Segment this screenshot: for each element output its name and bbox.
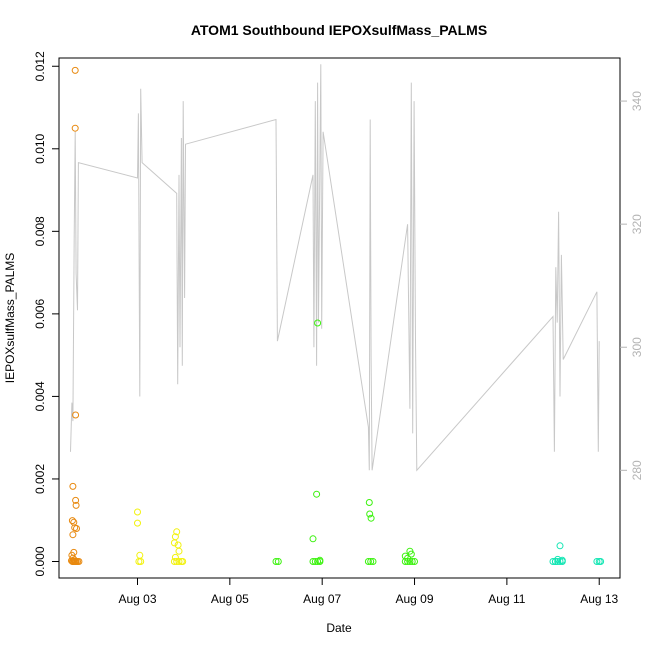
data-point-series-1 (136, 551, 144, 559)
plot-frame (58, 57, 621, 579)
x-tick-label: Aug 05 (211, 592, 249, 606)
data-point-series-0 (72, 496, 80, 504)
y-tick-label: 0.002 (33, 464, 47, 494)
chart-title: ATOM1 Southbound IEPOXsulfMass_PALMS (191, 22, 487, 38)
data-point-series-1 (179, 558, 187, 565)
data-point-series-2 (309, 535, 317, 543)
data-point-series-0 (69, 531, 77, 539)
data-point-series-2 (406, 558, 414, 565)
data-point-series-1 (175, 547, 183, 555)
data-point-series-3 (593, 558, 601, 565)
line-series-layer (70, 64, 600, 472)
data-point-series-1 (134, 519, 141, 527)
data-point-series-0 (68, 517, 76, 525)
y2-tick-label: 340 (630, 91, 644, 111)
data-point-series-1 (173, 528, 181, 536)
data-point-series-2 (365, 499, 373, 506)
x-tick-label: Aug 07 (303, 592, 341, 606)
data-point-series-2 (367, 558, 375, 565)
y2-tick-label: 320 (630, 214, 644, 234)
y-tick-label: 0.010 (33, 133, 47, 163)
data-point-series-1 (171, 553, 179, 561)
x-tick-label: Aug 13 (580, 592, 618, 606)
y-axis-label: IEPOXsulfMass_PALMS (3, 253, 17, 384)
x-tick-label: Aug 11 (488, 592, 525, 606)
data-point-series-1 (137, 558, 145, 565)
data-point-series-0 (75, 558, 83, 565)
y-tick-label: 0.004 (33, 381, 47, 411)
y-axis: 0.000 0.002 0.004 0.006 0.008 0.010 0.012 (33, 51, 59, 577)
data-point-series-2 (367, 514, 375, 522)
data-point-series-2 (314, 319, 322, 327)
data-point-series-0 (73, 525, 80, 532)
data-point-series-1 (170, 558, 178, 565)
data-point-series-0 (72, 411, 80, 419)
x-axis-label: Date (326, 621, 352, 635)
data-point-series-3 (551, 558, 559, 565)
data-point-series-2 (407, 550, 415, 558)
data-point-series-2 (311, 558, 319, 565)
data-point-series-3 (554, 558, 562, 565)
data-point-series-1 (175, 558, 183, 565)
data-point-series-2 (411, 558, 418, 565)
data-point-series-2 (272, 558, 280, 565)
data-point-series-2 (369, 558, 377, 565)
y2-axis: 280 300 320 340 (620, 91, 644, 480)
data-point-series-2 (404, 558, 412, 565)
data-point-series-0 (72, 501, 80, 509)
y2-tick-label: 300 (630, 337, 644, 357)
data-point-series-0 (69, 482, 77, 490)
data-point-series-2 (314, 558, 322, 565)
y-tick-label: 0.012 (33, 51, 47, 81)
data-point-series-2 (274, 558, 282, 565)
data-point-series-2 (313, 490, 321, 498)
points-layer (68, 66, 605, 565)
data-point-series-0 (71, 124, 79, 132)
y-tick-label: 0.008 (33, 216, 47, 246)
y-tick-label: 0.000 (33, 546, 47, 576)
data-point-series-2 (309, 558, 317, 565)
y-tick-label: 0.006 (33, 299, 47, 329)
line-series (70, 64, 600, 472)
data-point-series-1 (170, 539, 178, 547)
data-point-series-2 (316, 558, 324, 565)
data-point-series-2 (364, 558, 372, 565)
data-point-series-2 (401, 558, 409, 565)
data-point-series-2 (366, 510, 374, 518)
y2-tick-label: 280 (630, 460, 644, 480)
x-tick-label: Aug 09 (396, 592, 434, 606)
x-axis: Aug 03 Aug 05 Aug 07 Aug 09 Aug 11 Aug 13 (118, 577, 619, 606)
data-point-series-0 (71, 66, 79, 74)
data-point-series-3 (558, 558, 566, 565)
x-tick-label: Aug 03 (118, 592, 156, 606)
data-point-series-3 (556, 542, 564, 550)
data-point-series-1 (134, 508, 141, 516)
data-point-series-3 (597, 558, 605, 565)
data-point-series-3 (549, 558, 557, 565)
data-point-series-3 (556, 558, 564, 565)
data-point-series-2 (408, 558, 416, 565)
